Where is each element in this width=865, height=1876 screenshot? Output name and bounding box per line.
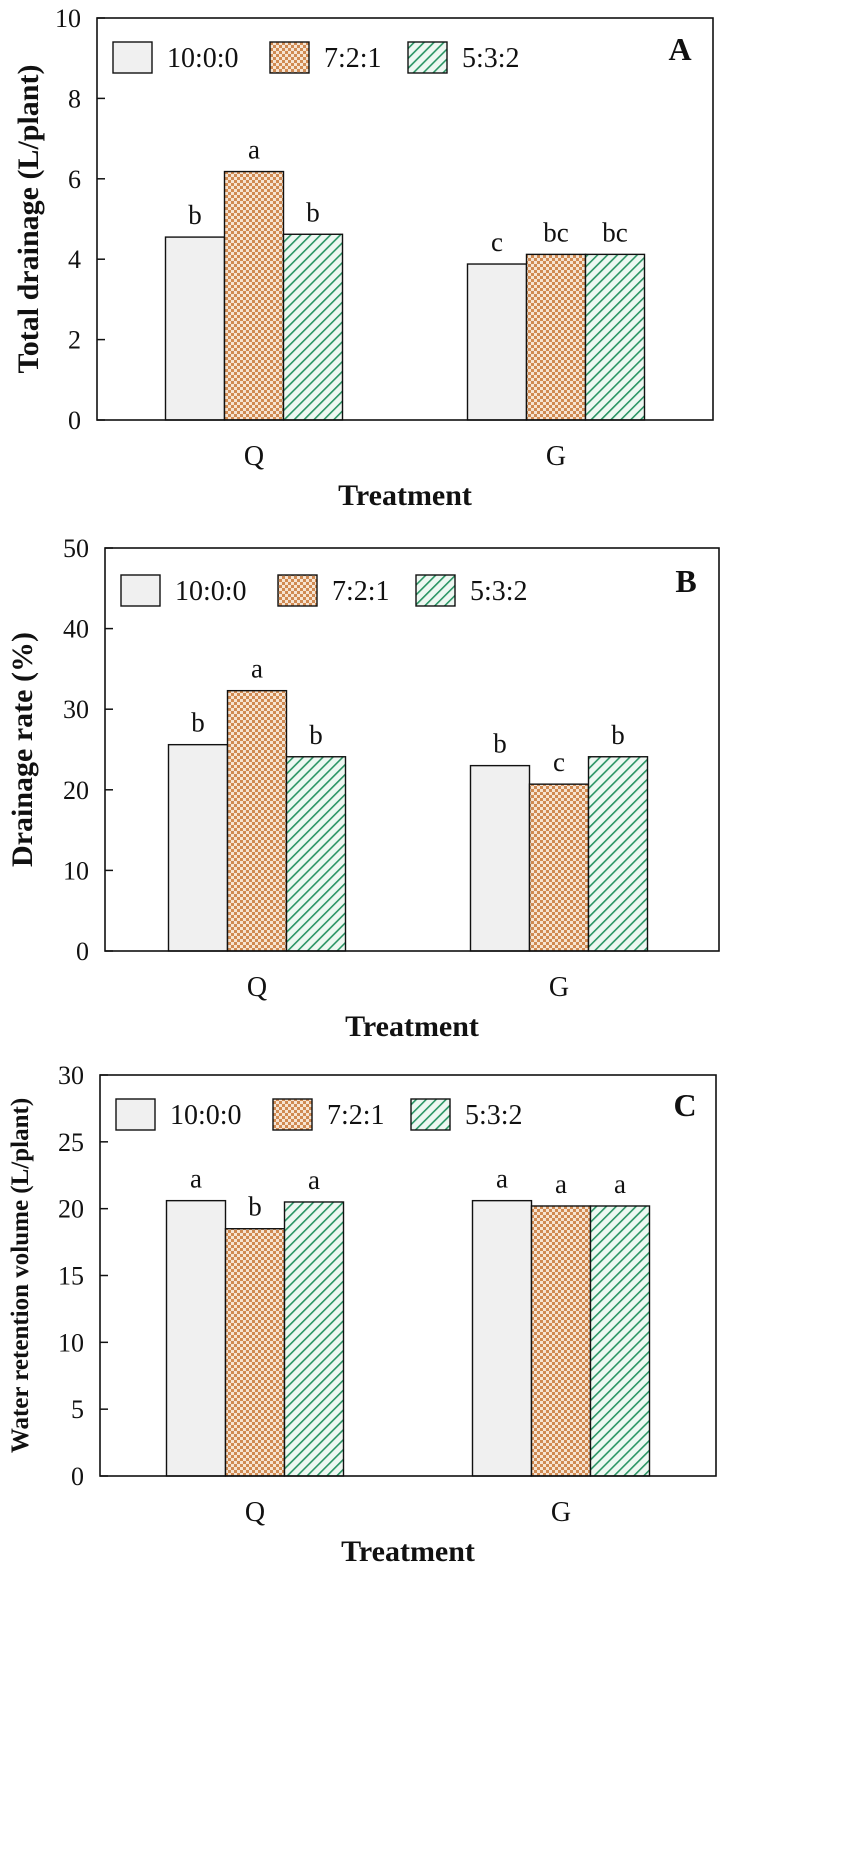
- y-tick-label: 0: [68, 406, 81, 435]
- bar-q-7-2-1: [224, 1228, 286, 1477]
- x-category-label: G: [546, 441, 566, 472]
- bar-q-5-3-2: [283, 1201, 345, 1477]
- significance-label: a: [555, 1169, 567, 1199]
- bar-q-5-3-2: [285, 756, 347, 952]
- x-category-label: Q: [247, 972, 267, 1003]
- y-tick-label: 8: [68, 84, 81, 113]
- legend-label: 7:2:1: [327, 1100, 385, 1131]
- bar-g-10-0-0: [466, 263, 528, 421]
- y-axis-title: Total drainage (L/plant): [12, 65, 45, 374]
- bar-q-10-0-0: [164, 236, 226, 421]
- y-axis-title: Drainage rate (%): [6, 632, 39, 867]
- significance-label: b: [309, 720, 323, 750]
- x-axis-title: Treatment: [345, 1010, 479, 1043]
- x-axis-title: Treatment: [338, 479, 472, 512]
- y-tick-label: 10: [63, 856, 89, 885]
- y-tick-label: 30: [58, 1061, 84, 1090]
- y-tick-label: 25: [58, 1128, 84, 1157]
- bar-g-7-2-1: [530, 1205, 592, 1477]
- bar-q-5-3-2: [282, 233, 344, 421]
- legend-swatch-5-3-2: [410, 1098, 451, 1131]
- legend: 10:0:0 7:2:1 5:3:2: [112, 41, 520, 74]
- y-tick-label: 0: [71, 1462, 84, 1491]
- significance-label: a: [190, 1164, 202, 1194]
- legend-swatch-10-0-0: [115, 1098, 156, 1131]
- legend-swatch-5-3-2: [407, 41, 448, 74]
- significance-label: b: [611, 720, 625, 750]
- y-tick-label: 30: [63, 695, 89, 724]
- bar-q-10-0-0: [165, 1199, 227, 1477]
- bar-g-5-3-2: [589, 1205, 651, 1477]
- legend-label: 5:3:2: [470, 576, 528, 607]
- significance-label: c: [491, 227, 503, 257]
- x-category-label: G: [549, 972, 569, 1003]
- bar-q-7-2-1: [226, 689, 288, 952]
- legend-label: 5:3:2: [465, 1100, 523, 1131]
- y-tick-label: 15: [58, 1262, 84, 1291]
- bar-q-10-0-0: [167, 743, 229, 952]
- significance-label: a: [248, 135, 260, 165]
- legend-swatch-5-3-2: [415, 574, 456, 607]
- bar-q-7-2-1: [223, 170, 285, 421]
- y-tick-label: 4: [68, 245, 81, 274]
- significance-label: bc: [602, 217, 628, 247]
- significance-label: b: [493, 729, 507, 759]
- significance-label: c: [553, 747, 565, 777]
- significance-label: b: [191, 708, 205, 738]
- y-tick-label: 40: [63, 615, 89, 644]
- legend-label: 10:0:0: [167, 43, 239, 74]
- legend-label: 10:0:0: [170, 1100, 242, 1131]
- x-axis-title: Treatment: [341, 1535, 475, 1568]
- legend-label: 5:3:2: [462, 43, 520, 74]
- y-axis-title: Water retention volume (L/plant): [7, 1098, 34, 1453]
- chart-panel-b: b b a c b b 0 10 20 30 40 50 Q G Treatment Drainage rat…: [6, 534, 720, 1043]
- y-tick-label: 5: [71, 1395, 84, 1424]
- legend: 10:0:0 7:2:1 5:3:2: [115, 1098, 523, 1131]
- y-tick-label: 20: [58, 1195, 84, 1224]
- bar-g-10-0-0: [471, 1199, 533, 1477]
- panel-label: A: [668, 31, 691, 67]
- legend-swatch-7-2-1: [277, 574, 318, 607]
- panel-label: C: [673, 1087, 696, 1123]
- legend: 10:0:0 7:2:1 5:3:2: [120, 574, 528, 607]
- legend-swatch-7-2-1: [272, 1098, 313, 1131]
- significance-label: a: [614, 1169, 626, 1199]
- significance-label: a: [496, 1164, 508, 1194]
- significance-label: bc: [543, 217, 569, 247]
- plot-frame: [96, 17, 714, 421]
- legend-label: 7:2:1: [324, 43, 382, 74]
- bar-g-7-2-1: [525, 253, 587, 421]
- chart-panel-c: a a b a a a 0 5 10 15 20 25 30 Q G Treatment Water reten…: [7, 1061, 717, 1568]
- y-tick-label: 10: [58, 1328, 84, 1357]
- x-category-label: Q: [245, 1497, 265, 1528]
- bar-g-5-3-2: [584, 253, 646, 421]
- significance-label: b: [306, 197, 320, 227]
- y-tick-label: 2: [68, 326, 81, 355]
- y-tick-label: 20: [63, 776, 89, 805]
- significance-label: b: [188, 200, 202, 230]
- legend-label: 10:0:0: [175, 576, 247, 607]
- x-category-label: G: [551, 1497, 571, 1528]
- bar-g-7-2-1: [528, 783, 590, 952]
- y-tick-label: 10: [55, 4, 81, 33]
- legend-swatch-10-0-0: [120, 574, 161, 607]
- bar-g-5-3-2: [587, 756, 649, 952]
- bar-g-10-0-0: [469, 764, 531, 952]
- y-tick-label: 50: [63, 534, 89, 563]
- legend-swatch-7-2-1: [269, 41, 310, 74]
- legend-swatch-10-0-0: [112, 41, 153, 74]
- significance-label: a: [251, 654, 263, 684]
- y-tick-label: 0: [76, 937, 89, 966]
- y-tick-label: 6: [68, 165, 81, 194]
- significance-label: b: [248, 1192, 262, 1222]
- panel-label: B: [675, 563, 696, 599]
- legend-label: 7:2:1: [332, 576, 390, 607]
- x-category-label: Q: [244, 441, 264, 472]
- significance-label: a: [308, 1165, 320, 1195]
- plot-frame: [104, 547, 720, 952]
